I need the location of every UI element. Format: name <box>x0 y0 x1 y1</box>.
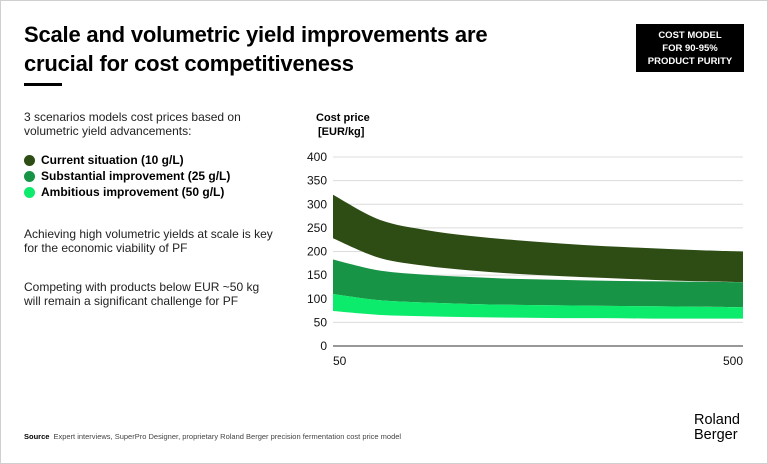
bands <box>333 194 743 319</box>
key-insight-2: Competing with products below EUR ~50 kg… <box>24 280 260 308</box>
y-tick-label: 350 <box>307 174 327 188</box>
logo-line-2: Berger <box>694 427 738 443</box>
title-line-2: crucial for cost competitiveness <box>24 51 354 76</box>
source-text: Expert interviews, SuperPro Designer, pr… <box>53 432 402 441</box>
x-tick-label: 500 <box>723 354 743 368</box>
y-axis-label-line-1: Cost price <box>316 112 370 124</box>
y-axis-label-line-2: [EUR/kg] <box>318 126 365 138</box>
legend-item-ambitious: Ambitious improvement (50 g/L) <box>24 184 230 200</box>
y-tick-label: 150 <box>307 268 327 282</box>
legend-dot-icon <box>24 186 35 198</box>
y-tick-label: 0 <box>320 339 327 353</box>
x-tick-label: 50 <box>333 354 347 368</box>
y-ticks: 400 350 300 250 200 150 100 50 0 <box>307 150 327 353</box>
source-note: Source Expert interviews, SuperPro Design… <box>24 432 401 441</box>
title-line-1: Scale and volumetric yield improvements … <box>24 22 488 47</box>
badge-line-3: PRODUCT PURITY <box>647 55 733 67</box>
legend-label: Ambitious improvement (50 g/L) <box>41 185 225 199</box>
logo-line-1: Roland <box>694 412 740 428</box>
legend-item-substantial: Substantial improvement (25 g/L) <box>24 168 230 184</box>
legend-dot-icon <box>24 170 35 182</box>
page-title: Scale and volumetric yield improvements … <box>24 20 488 78</box>
cost-model-badge: COST MODEL FOR 90-95% PRODUCT PURITY <box>636 24 744 72</box>
roland-berger-logo: Roland Berger <box>694 413 740 443</box>
y-tick-label: 100 <box>307 292 327 306</box>
badge-line-2: FOR 90-95% <box>662 42 718 54</box>
y-tick-label: 50 <box>314 315 328 329</box>
key-insight-1: Achieving high volumetric yields at scal… <box>24 227 273 255</box>
legend-label: Current situation (10 g/L) <box>41 153 184 167</box>
legend-item-current: Current situation (10 g/L) <box>24 152 230 168</box>
intro-text: 3 scenarios models cost prices based on … <box>24 110 241 138</box>
source-label: Source <box>24 432 50 441</box>
title-underline <box>24 83 62 86</box>
y-tick-label: 250 <box>307 221 327 235</box>
band-ambitious <box>333 294 743 319</box>
legend-label: Substantial improvement (25 g/L) <box>41 169 231 183</box>
legend-dot-icon <box>24 154 35 166</box>
x-ticks: 50 500 <box>333 354 743 368</box>
band-substantial <box>333 259 743 308</box>
legend: Current situation (10 g/L) Substantial i… <box>24 152 230 200</box>
y-tick-label: 300 <box>307 197 327 211</box>
y-tick-label: 200 <box>307 245 327 259</box>
badge-line-1: COST MODEL <box>658 29 722 41</box>
y-tick-label: 400 <box>307 150 327 164</box>
band-current <box>333 194 743 283</box>
